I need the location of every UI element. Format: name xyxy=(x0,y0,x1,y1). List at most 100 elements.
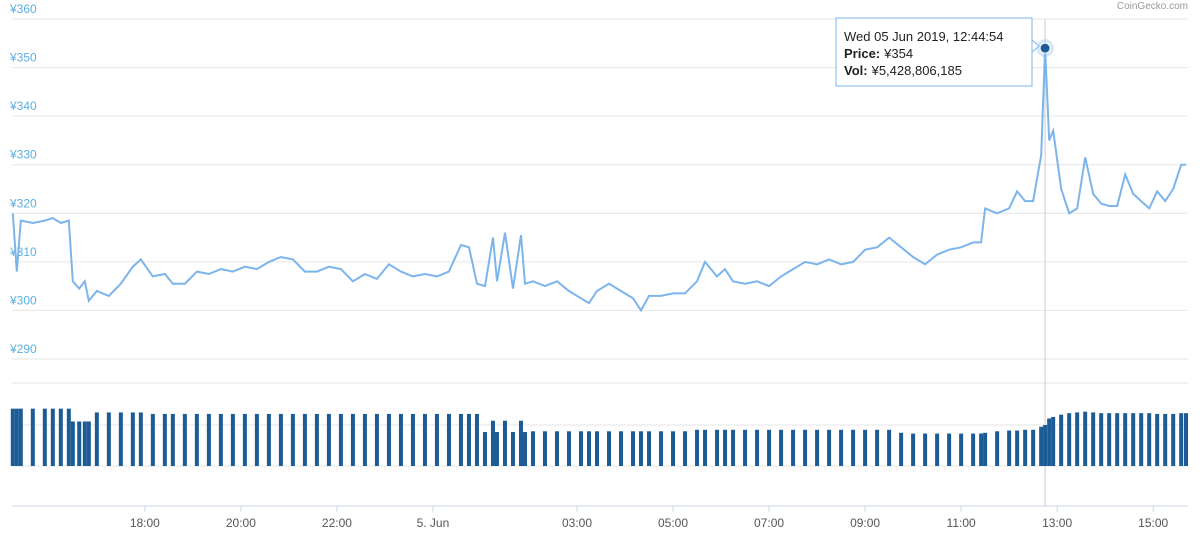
x-tick-label: 20:00 xyxy=(226,516,256,530)
tooltip-time: Wed 05 Jun 2019, 12:44:54 xyxy=(844,29,1004,44)
y-tick-label: ¥340 xyxy=(9,99,37,113)
volume-bar xyxy=(162,413,167,466)
volume-bar xyxy=(194,413,199,466)
volume-bar xyxy=(254,413,259,466)
volume-bar xyxy=(522,432,527,466)
volume-bar xyxy=(1107,413,1112,466)
x-tick-label: 07:00 xyxy=(754,516,784,530)
x-tick-label: 09:00 xyxy=(850,516,880,530)
volume-bar xyxy=(130,412,135,466)
price-line xyxy=(11,48,1186,313)
volume-bar xyxy=(647,431,652,466)
volume-bar xyxy=(554,431,559,466)
volume-bar xyxy=(827,429,832,466)
volume-bar xyxy=(594,431,599,466)
volume-bar xyxy=(58,408,63,466)
volume-bar xyxy=(887,429,892,466)
y-tick-label: ¥350 xyxy=(9,51,37,65)
volume-bar xyxy=(458,413,463,466)
volume-bar xyxy=(923,433,928,466)
volume-bar xyxy=(723,429,728,466)
tooltip-key: Vol: xyxy=(844,63,868,78)
volume-bar xyxy=(170,413,175,466)
volume-bar xyxy=(639,431,644,466)
volume-bar xyxy=(803,429,808,466)
volume-bar xyxy=(1031,429,1036,466)
volume-bar xyxy=(542,431,547,466)
volume-bar xyxy=(1043,425,1048,466)
volume-bar xyxy=(510,432,515,466)
volume-bar xyxy=(715,429,720,466)
volume-bar xyxy=(671,431,676,466)
volume-bar xyxy=(1171,413,1176,466)
volume-bar xyxy=(1123,413,1128,466)
volume-bar xyxy=(1131,413,1136,466)
volume-bar xyxy=(911,433,916,466)
volume-bar xyxy=(899,432,904,466)
volume-bar xyxy=(182,413,187,466)
volume-bar xyxy=(10,408,15,466)
volume-bar xyxy=(374,413,379,466)
volume-bar xyxy=(1047,418,1052,466)
volume-bar xyxy=(14,408,19,466)
volume-bar xyxy=(743,429,748,466)
volume-bar xyxy=(995,431,1000,466)
volume-bar xyxy=(230,413,235,466)
tooltip-value: ¥354 xyxy=(883,46,913,61)
tooltip-box xyxy=(835,17,1040,87)
volume-bar xyxy=(398,413,403,466)
volume-bar xyxy=(863,429,868,466)
volume-bar xyxy=(326,413,331,466)
volume-bar xyxy=(1059,414,1064,466)
tooltip-line: Price: ¥354 xyxy=(844,46,913,61)
volume-bar xyxy=(50,408,55,466)
volume-bar xyxy=(755,429,760,466)
volume-bar xyxy=(502,420,507,466)
volume-bar xyxy=(839,429,844,466)
volume-bar xyxy=(703,429,708,466)
x-tick-label: 22:00 xyxy=(322,516,352,530)
y-tick-label: ¥290 xyxy=(9,342,37,356)
volume-bar xyxy=(302,413,307,466)
hover-point xyxy=(1039,42,1051,54)
volume-bar xyxy=(619,431,624,466)
volume-bar xyxy=(490,420,495,466)
volume-bar xyxy=(242,413,247,466)
volume-bar xyxy=(1015,430,1020,466)
volume-bar xyxy=(1184,413,1188,466)
volume-bar xyxy=(150,413,155,466)
volume-bar xyxy=(446,413,451,466)
volume-bar xyxy=(1147,413,1152,466)
volume-bar xyxy=(578,431,583,466)
tooltip-value: ¥5,428,806,185 xyxy=(871,63,962,78)
volume-bar xyxy=(138,412,143,466)
volume-bar xyxy=(851,429,856,466)
volume-bar xyxy=(1163,413,1168,466)
volume-bar xyxy=(731,429,736,466)
volume-bar xyxy=(66,408,71,466)
y-tick-label: ¥300 xyxy=(9,293,37,307)
x-tick-label: 18:00 xyxy=(130,516,160,530)
x-tick-label: 5. Jun xyxy=(417,516,450,530)
volume-bar xyxy=(42,408,47,466)
volume-bar xyxy=(266,413,271,466)
volume-bar xyxy=(779,429,784,466)
volume-bar xyxy=(979,433,984,466)
volume-bar xyxy=(482,432,487,466)
volume-bar xyxy=(683,431,688,466)
volume-bar xyxy=(18,408,23,466)
volume-bar xyxy=(422,413,427,466)
volume-bar xyxy=(1099,413,1104,466)
volume-bar xyxy=(350,413,355,466)
volume-bar xyxy=(218,413,223,466)
volume-bar xyxy=(290,413,295,466)
volume-bar xyxy=(118,412,123,466)
volume-bar xyxy=(1051,416,1056,466)
volume-bar xyxy=(791,429,796,466)
tooltip-line: Vol: ¥5,428,806,185 xyxy=(844,63,962,78)
y-tick-label: ¥320 xyxy=(9,196,37,210)
y-tick-label: ¥330 xyxy=(9,148,37,162)
volume-bar xyxy=(1083,411,1088,466)
